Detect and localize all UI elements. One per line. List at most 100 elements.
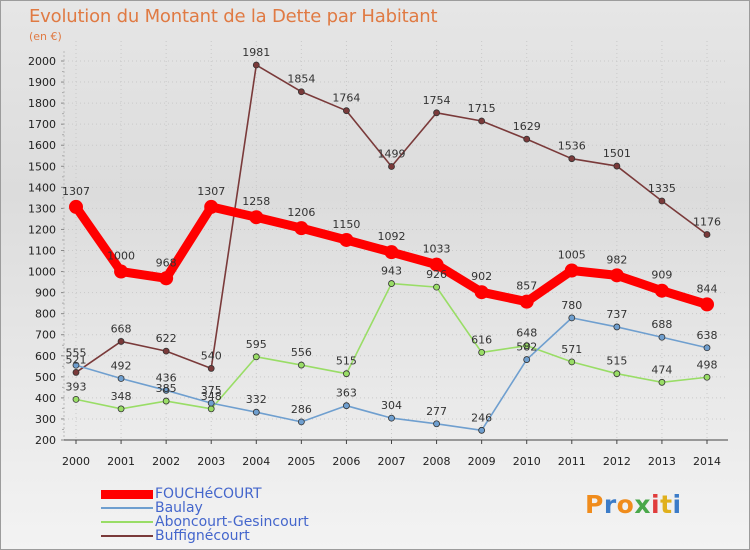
data-point	[114, 264, 129, 279]
data-point	[613, 370, 621, 378]
data-label: 515	[606, 355, 627, 368]
y-tick-label: 300	[35, 413, 56, 426]
data-point	[207, 405, 215, 413]
data-point	[433, 109, 440, 117]
data-label: 638	[697, 329, 718, 342]
x-tick-label: 2011	[558, 455, 586, 468]
data-label: 737	[606, 308, 627, 321]
data-label: 926	[426, 268, 447, 281]
data-point	[474, 285, 489, 300]
data-label: 1307	[62, 185, 90, 198]
data-label: 540	[201, 349, 222, 362]
legend-swatch	[101, 521, 153, 523]
data-label: 1629	[513, 120, 541, 133]
data-point	[519, 294, 534, 309]
data-label: 1092	[378, 230, 406, 243]
data-point	[294, 221, 309, 236]
y-tick-label: 1200	[28, 223, 56, 236]
legend-label: FOUCHéCOURT	[155, 486, 262, 502]
data-label: 1176	[693, 215, 721, 228]
data-label: 668	[111, 322, 132, 335]
y-tick-label: 700	[35, 329, 56, 342]
data-label: 1206	[287, 206, 315, 219]
data-label: 498	[697, 358, 718, 371]
y-tick-label: 1000	[28, 266, 56, 279]
data-label: 1715	[468, 102, 496, 115]
logo-letter: P	[585, 490, 604, 519]
data-label: 844	[697, 282, 718, 295]
data-point	[72, 361, 80, 369]
data-point	[523, 135, 531, 143]
series-fouch-court	[69, 199, 714, 312]
data-point	[297, 361, 305, 369]
data-point	[700, 297, 714, 312]
data-point	[252, 408, 260, 416]
x-tick-label: 2006	[332, 455, 360, 468]
y-tick-label: 1900	[28, 76, 56, 89]
y-tick-label: 600	[35, 350, 56, 363]
data-point	[613, 162, 621, 170]
legend-label: Aboncourt-Gesincourt	[155, 514, 309, 530]
data-label: 555	[66, 346, 87, 359]
data-point	[339, 232, 354, 247]
y-tick-label: 500	[35, 371, 56, 384]
data-point	[252, 353, 260, 361]
x-tick-label: 2001	[107, 455, 135, 468]
data-point	[162, 386, 170, 394]
data-point	[69, 199, 83, 214]
data-label: 616	[471, 333, 492, 346]
data-point	[204, 199, 219, 214]
series-aboncourt-gesincourt	[72, 280, 711, 413]
data-label: 1981	[242, 46, 270, 59]
data-point	[613, 323, 621, 331]
x-tick-label: 2010	[513, 455, 541, 468]
data-label: 1764	[332, 92, 360, 105]
data-label: 909	[651, 269, 672, 282]
data-label: 348	[201, 390, 222, 403]
data-point	[429, 257, 444, 272]
data-point	[343, 370, 350, 378]
data-label: 436	[156, 371, 177, 384]
data-label: 332	[246, 393, 267, 406]
x-tick-label: 2005	[287, 455, 315, 468]
data-point	[72, 395, 80, 403]
data-label: 246	[471, 411, 492, 424]
data-point	[568, 155, 576, 163]
data-point	[388, 414, 395, 422]
data-point	[207, 365, 215, 372]
data-point	[658, 378, 666, 386]
y-tick-label: 1500	[28, 160, 56, 173]
x-tick-label: 2013	[648, 455, 676, 468]
data-point	[703, 344, 711, 352]
y-tick-label: 2000	[28, 55, 56, 68]
data-point	[297, 418, 305, 426]
x-tick-label: 2014	[693, 455, 721, 468]
data-point	[568, 358, 576, 366]
data-label: 582	[516, 341, 537, 354]
data-label: 1754	[423, 94, 451, 107]
data-point	[703, 373, 711, 381]
data-label: 1000	[107, 250, 135, 263]
data-point	[388, 163, 395, 170]
y-tick-label: 1700	[28, 118, 56, 131]
data-label: 385	[156, 382, 177, 395]
data-label: 474	[651, 363, 672, 376]
data-point	[478, 349, 486, 356]
data-label: 277	[426, 405, 447, 418]
y-tick-label: 900	[35, 287, 56, 300]
data-point	[523, 342, 531, 350]
data-point	[478, 426, 486, 434]
x-tick-label: 2000	[62, 455, 90, 468]
data-point	[658, 197, 666, 205]
y-tick-label: 400	[35, 392, 56, 405]
data-label: 968	[156, 256, 177, 269]
x-tick-label: 2009	[468, 455, 496, 468]
data-label: 1307	[197, 185, 225, 198]
logo-letter: i	[672, 490, 682, 519]
y-tick-label: 1600	[28, 139, 56, 152]
x-tick-label: 2004	[242, 455, 270, 468]
data-point	[207, 399, 215, 407]
data-point	[117, 375, 125, 382]
data-label: 363	[336, 387, 357, 400]
data-point	[343, 402, 350, 410]
